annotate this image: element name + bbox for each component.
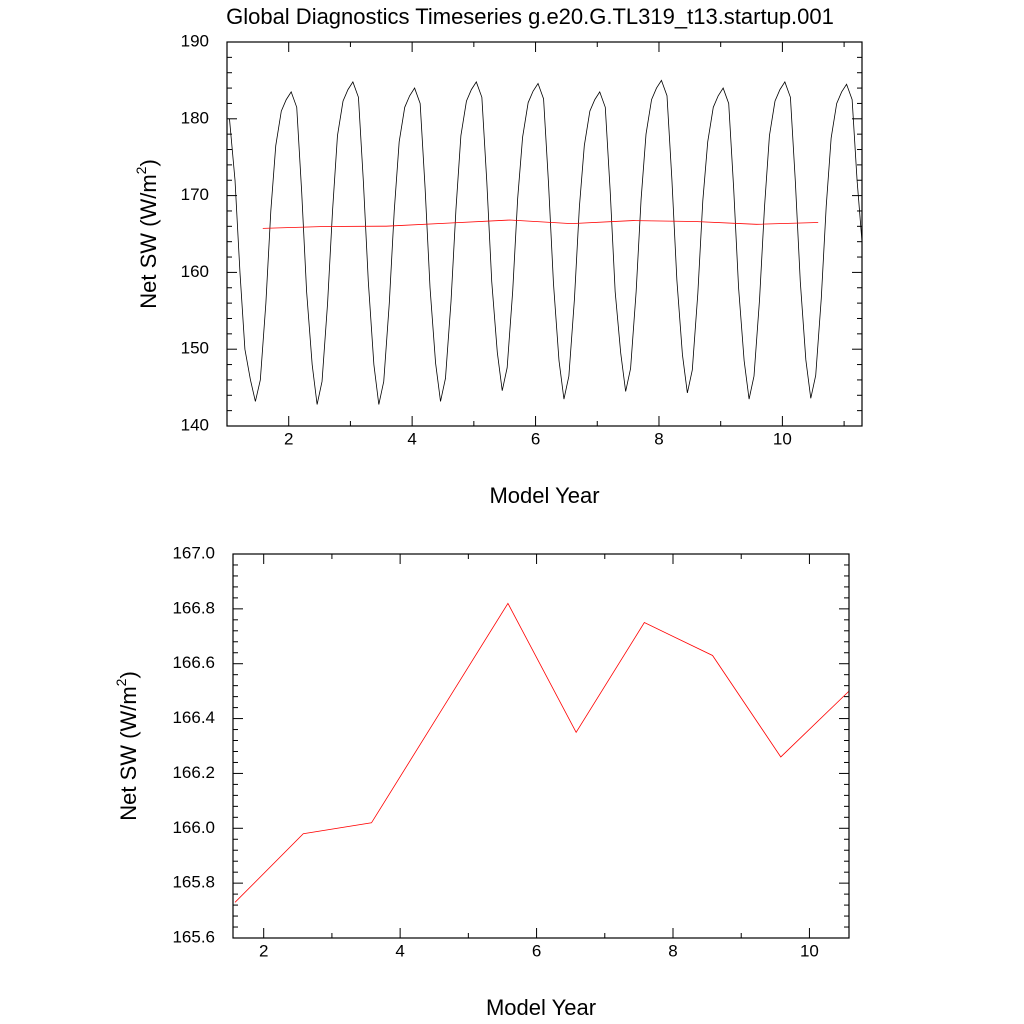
y-tick-label: 180 [181,108,209,127]
data-line [262,219,819,229]
y-axis-label-end: ) [116,671,141,678]
y-tick-label: 166.0 [172,818,215,837]
x-tick-label: 10 [800,941,819,960]
x-tick-label: 2 [284,429,293,448]
chart-title: Global Diagnostics Timeseries g.e20.G.TL… [226,4,834,29]
y-tick-label: 167.0 [172,543,215,562]
y-tick-label: 165.8 [172,873,215,892]
data-line [234,602,850,903]
y-axis-label-text: Net SW (W/m [136,174,161,308]
data-line [229,79,863,405]
x-axis-label: Model Year [486,995,596,1020]
y-tick-label: 165.6 [172,927,215,946]
x-tick-label: 6 [531,429,540,448]
plot-frame [232,553,850,939]
y-tick-label: 190 [181,31,209,50]
y-tick-label: 150 [181,339,209,358]
plot-frame [226,41,863,427]
y-tick-label: 166.6 [172,653,215,672]
x-axis-label: Model Year [489,483,599,508]
x-tick-label: 2 [259,941,268,960]
x-tick-label: 10 [773,429,792,448]
x-tick-label: 6 [532,941,541,960]
y-axis-label-end: ) [136,159,161,166]
x-tick-label: 8 [668,941,677,960]
y-tick-label: 140 [181,415,209,434]
y-axis-label: Net SW (W/m2) [113,671,141,821]
y-tick-label: 166.8 [172,598,215,617]
y-axis-label-sup: 2 [133,166,149,174]
y-tick-label: 160 [181,262,209,281]
y-axis-label-sup: 2 [113,678,129,686]
y-tick-label: 166.4 [172,708,215,727]
y-tick-label: 166.2 [172,763,215,782]
x-tick-label: 4 [395,941,404,960]
y-axis-label: Net SW (W/m2) [133,159,161,309]
y-axis-label-text: Net SW (W/m [116,686,141,820]
x-tick-label: 4 [407,429,416,448]
x-tick-label: 8 [654,429,663,448]
y-tick-label: 170 [181,185,209,204]
